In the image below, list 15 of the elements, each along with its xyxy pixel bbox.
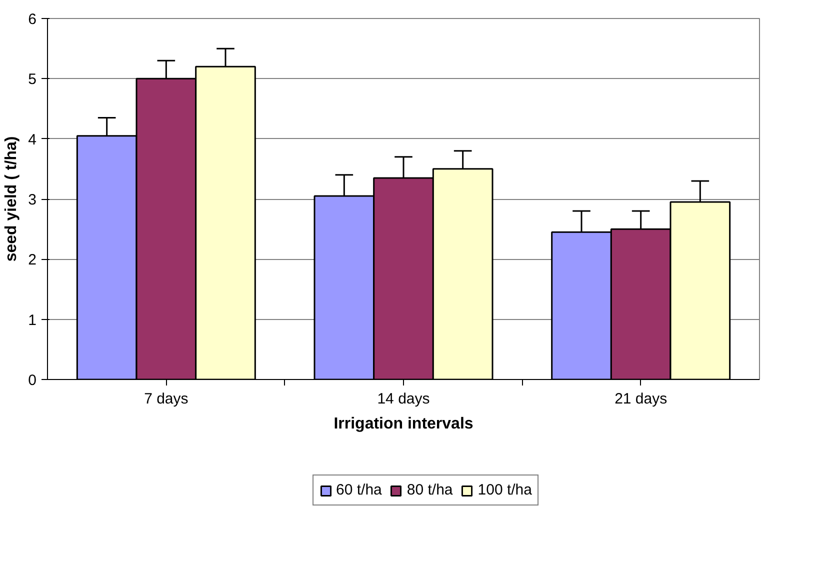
y-tick-label: 5 — [28, 71, 36, 88]
y-axis-title: seed yield ( t/ha) — [3, 136, 20, 262]
y-tick-label: 3 — [28, 192, 36, 208]
legend-label: 80 t/ha — [406, 482, 453, 498]
y-tick-label: 6 — [28, 11, 36, 28]
x-axis-title: Irrigation intervals — [334, 416, 474, 432]
x-tick-label: 7 days — [144, 390, 188, 408]
y-tick-label: 4 — [28, 131, 36, 148]
x-tick-label: 14 days — [377, 390, 430, 408]
legend-label: 100 t/ha — [478, 482, 532, 498]
x-tick-label: 21 days — [614, 390, 668, 408]
y-tick-label: 2 — [28, 252, 36, 269]
y-tick-label: 0 — [28, 372, 36, 389]
y-tick-label: 1 — [28, 312, 36, 329]
legend-label: 60 t/ha — [336, 482, 382, 498]
